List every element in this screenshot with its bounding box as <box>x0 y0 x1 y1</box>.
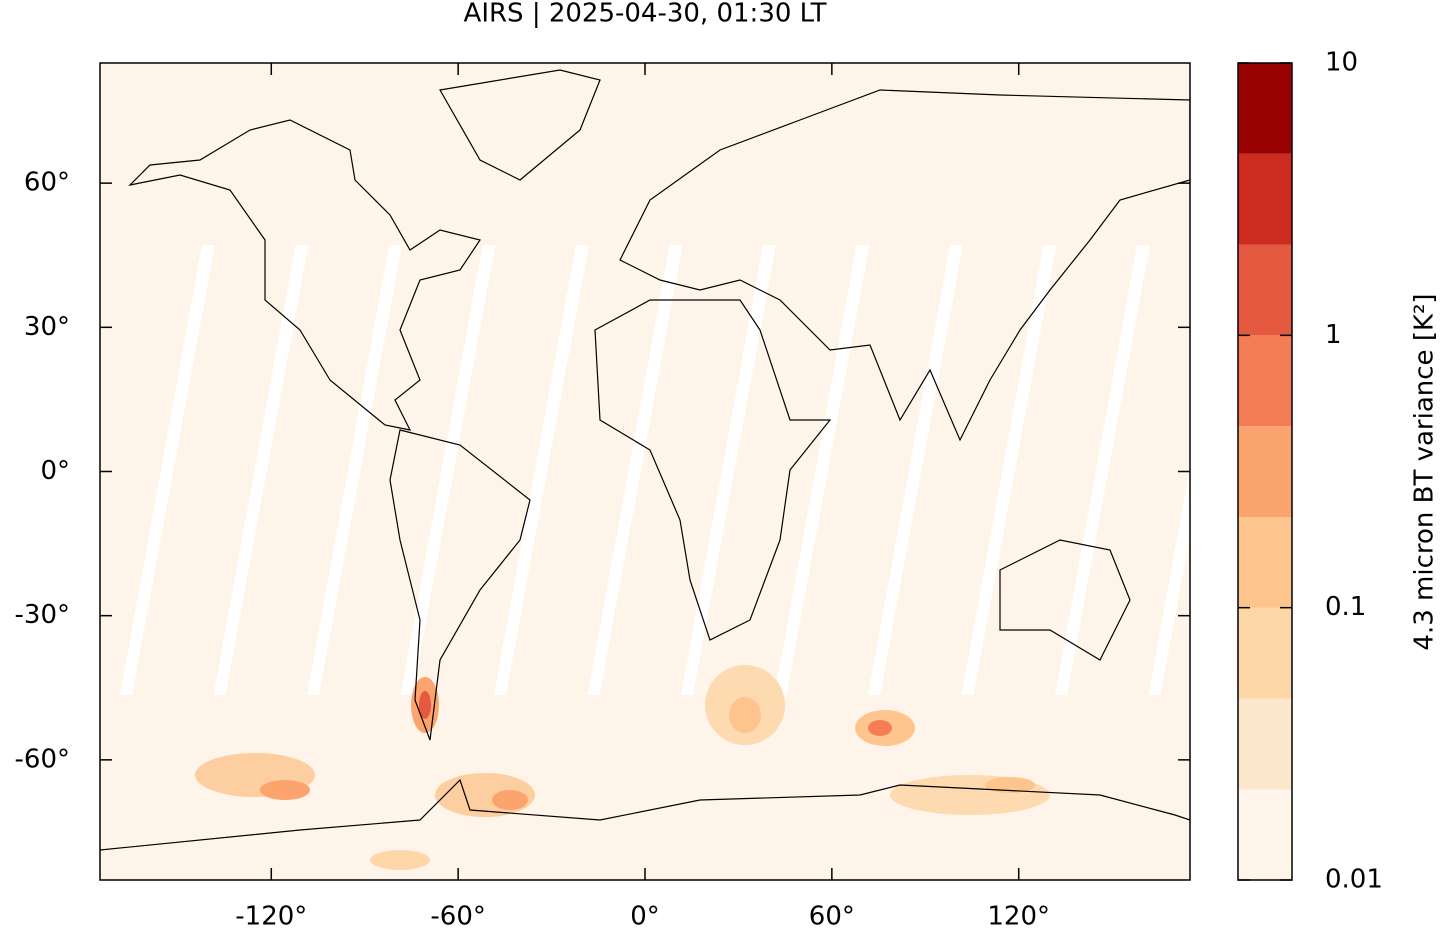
colorbar-band <box>1238 517 1292 608</box>
data-gaps <box>120 245 1190 695</box>
colorbar-tick-label: 1 <box>1325 320 1342 350</box>
x-tick-label: 0° <box>630 902 660 931</box>
orbit-gap <box>587 245 683 695</box>
x-tick-label: 60° <box>809 902 855 931</box>
orbit-gap <box>961 245 1057 695</box>
x-tick-label: -60° <box>430 902 485 931</box>
x-tick-label: 120° <box>987 902 1050 931</box>
colorbar-tick-label: 10 <box>1325 48 1358 78</box>
colorbar-tick-label: 0.01 <box>1325 865 1383 895</box>
orbit-gap <box>213 245 309 695</box>
colorbar-label: 4.3 micron BT variance [K²] <box>1410 293 1440 650</box>
orbit-gap <box>120 245 215 695</box>
y-tick-label: 30° <box>24 312 70 342</box>
colorbar-band <box>1238 153 1292 245</box>
orbit-gap <box>1148 467 1190 695</box>
colorbar-band <box>1238 244 1292 336</box>
orbit-gap <box>1055 245 1150 695</box>
hotspots <box>195 665 1050 870</box>
coastlines <box>100 69 1190 851</box>
orbit-gap <box>494 245 589 695</box>
chart-title: AIRS | 2025-04-30, 01:30 LT <box>464 0 827 29</box>
orbit-gap <box>681 245 776 695</box>
y-tick-label: 0° <box>40 456 70 486</box>
y-tick-label: -30° <box>15 600 70 630</box>
orbit-gap <box>400 245 496 695</box>
orbit-gap <box>307 245 402 695</box>
y-tick-label: -60° <box>15 744 70 774</box>
colorbar-frame <box>1237 62 1293 881</box>
colorbar-band <box>1238 698 1292 790</box>
x-tick-label: -120° <box>235 902 307 931</box>
colorbar-band <box>1238 607 1292 699</box>
colorbar-band <box>1238 335 1292 427</box>
orbit-gap <box>868 245 963 695</box>
y-tick-label: 60° <box>24 168 70 198</box>
colorbar-band <box>1238 63 1292 154</box>
colorbar-band <box>1238 426 1292 518</box>
colorbar-tick-label: 0.1 <box>1325 592 1366 622</box>
colorbar-band <box>1238 789 1292 880</box>
colorbar <box>1238 63 1292 880</box>
orbit-gap <box>774 245 870 695</box>
